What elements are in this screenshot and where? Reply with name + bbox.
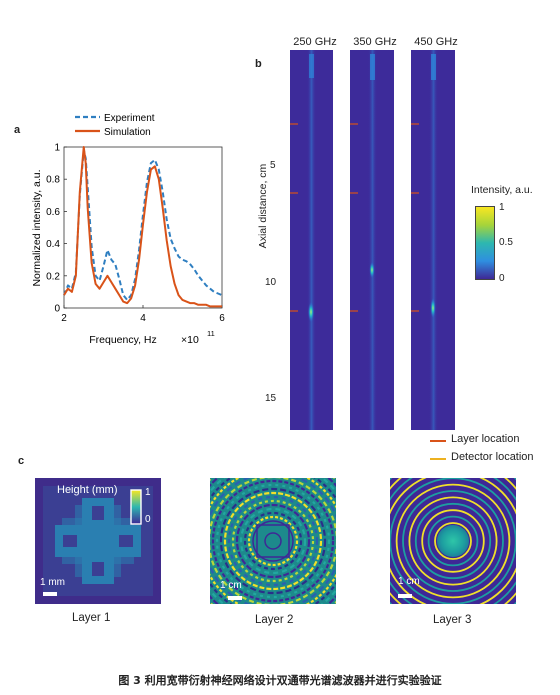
layer-3-name: Layer 3 [433, 614, 472, 626]
ring [405, 493, 501, 589]
detector-location-label: Detector location [451, 451, 534, 463]
axial-tick-5: 5 [270, 160, 276, 171]
layer-location-label: Layer location [451, 433, 520, 445]
ring [235, 503, 311, 579]
axis-ticks: 2 4 6 0 0.2 0.4 0.6 0.8 1 [46, 143, 225, 325]
layer-1-name: Layer 1 [72, 612, 111, 624]
x-axis-label: Frequency, Hz [89, 334, 157, 346]
ring [227, 495, 319, 587]
x-tick-label: 2 [61, 313, 67, 324]
y-axis-label: Normalized intensity, a.u. [31, 169, 43, 286]
colorbar-tick-05: 0.5 [499, 237, 513, 248]
layer-3-scale-label: 1 cm [398, 576, 420, 587]
ring [247, 515, 299, 567]
y-tick-label: 0.6 [46, 207, 60, 218]
ring [402, 490, 504, 592]
ring [243, 511, 303, 571]
height-colorbar-tick-0: 0 [145, 514, 151, 525]
chart-series [63, 146, 223, 308]
ring [430, 518, 476, 564]
panel-a-chart: Experiment Simulation 2 4 600.20.40.60.81 … [31, 113, 225, 346]
ring [414, 502, 492, 580]
field-column-350ghz [350, 50, 394, 430]
detector-location-swatch [430, 458, 446, 460]
field-column-450ghz [411, 50, 455, 430]
column-title-250: 250 GHz [293, 36, 337, 48]
x-tick-label: 6 [219, 313, 225, 324]
axial-tick-10: 10 [265, 277, 277, 288]
series-line-simulation [63, 146, 222, 308]
ring [434, 522, 472, 560]
colorbar-tick-0: 0 [499, 273, 505, 284]
x-axis-exponent: ×10 [181, 334, 199, 346]
column-title-350: 350 GHz [353, 36, 397, 48]
ring [408, 496, 498, 586]
height-label: Height (mm) [57, 484, 118, 496]
intensity-colorbar [475, 206, 495, 280]
panel-b-label: b [255, 58, 262, 70]
layer-2-image [210, 478, 336, 604]
panel-c-label: c [18, 455, 25, 467]
layer-1-scale-label: 1 mm [40, 577, 65, 588]
colorbar-tick-1: 1 [499, 202, 505, 213]
ring [398, 486, 508, 596]
ring [411, 499, 495, 583]
panel-b-fields [290, 50, 455, 430]
column-title-450: 450 GHz [414, 36, 458, 48]
x-axis-exponent-power: 11 [207, 329, 215, 338]
panel-a-label: a [14, 124, 21, 136]
axial-tick-15: 15 [265, 393, 277, 404]
layer-2-name: Layer 2 [255, 614, 294, 626]
ring [390, 478, 516, 604]
legend-label-experiment: Experiment [104, 113, 155, 124]
y-tick-label: 0 [54, 304, 60, 315]
intensity-colorbar-title: Intensity, a.u. [471, 184, 533, 196]
figure-caption: 图 3 利用宽带衍射神经网络设计双通带光谱滤波器并进行实验验证 [118, 674, 442, 687]
y-tick-label: 0.8 [46, 175, 60, 186]
layer-3-image [390, 478, 516, 604]
ring [211, 479, 335, 603]
ring [231, 499, 315, 583]
ring [424, 512, 482, 570]
ring [427, 515, 479, 567]
axial-distance-label: Axial distance, cm [257, 163, 269, 249]
x-tick-label: 4 [140, 313, 146, 324]
field-column-250ghz [290, 50, 333, 430]
height-colorbar-tick-1: 1 [145, 487, 151, 498]
ring [418, 506, 488, 576]
layer-1-image [35, 478, 161, 604]
layer-2-scale-label: 1 cm [220, 580, 242, 591]
ring [223, 491, 323, 591]
ring [392, 480, 514, 602]
layer-location-swatch [430, 440, 446, 442]
ring [219, 487, 327, 595]
legend-label-simulation: Simulation [104, 127, 151, 138]
ring [239, 507, 307, 575]
y-tick-label: 0.4 [46, 239, 60, 250]
ring [215, 483, 331, 599]
y-tick-label: 1 [54, 143, 60, 154]
y-tick-label: 0.2 [46, 271, 60, 282]
chart-legend: Experiment Simulation [75, 113, 155, 138]
ring [395, 483, 511, 599]
ring [421, 509, 485, 573]
